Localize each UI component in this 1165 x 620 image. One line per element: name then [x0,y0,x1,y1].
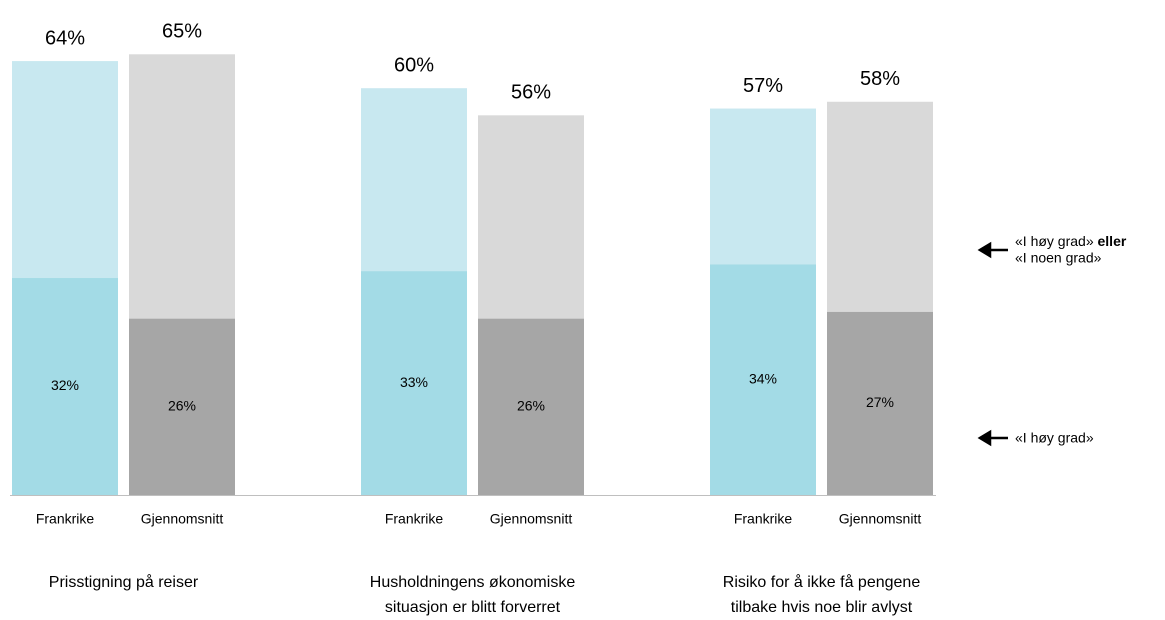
inner-value-label: 34% [749,370,777,386]
bar-label: Gjennomsnitt [490,511,573,527]
group-label: situasjon er blitt forverret [385,599,561,616]
value-label: 60% [394,54,434,76]
inner-value-label: 33% [400,374,428,390]
value-label: 65% [162,21,202,43]
annotation-text: «I høy grad» [1015,233,1094,249]
bar-inner [361,271,467,495]
inner-value-label: 26% [517,398,545,414]
bar-inner [12,278,118,495]
value-label: 58% [860,68,900,90]
value-label: 64% [45,27,85,49]
inner-value-label: 32% [51,377,79,393]
annotation: «I høy grad» [1015,430,1094,446]
annotation: «I høy grad» eller [1015,233,1127,249]
inner-value-label: 27% [866,394,894,410]
group-label: Husholdningens økonomiske [370,574,576,591]
group-label: Risiko for å ikke få pengene [723,573,921,591]
bar-label: Gjennomsnitt [839,511,922,527]
inner-value-label: 26% [168,398,196,414]
annotation-bold: eller [1094,233,1127,249]
bar-inner [827,311,933,495]
group-label: Prisstigning på reiser [49,573,199,591]
arrow [977,429,1008,447]
arrow [977,241,1008,259]
bar-inner [478,318,584,495]
bar-label: Frankrike [734,511,793,527]
value-label: 56% [511,82,551,104]
bar-inner [129,318,235,495]
annotation: «I noen grad» [1015,250,1102,266]
bar-label: Gjennomsnitt [141,511,224,527]
bar-label: Frankrike [36,511,95,527]
value-label: 57% [743,75,783,97]
group-label: tilbake hvis noe blir avlyst [731,599,913,616]
bar-label: Frankrike [385,511,444,527]
bar-inner [710,264,816,495]
